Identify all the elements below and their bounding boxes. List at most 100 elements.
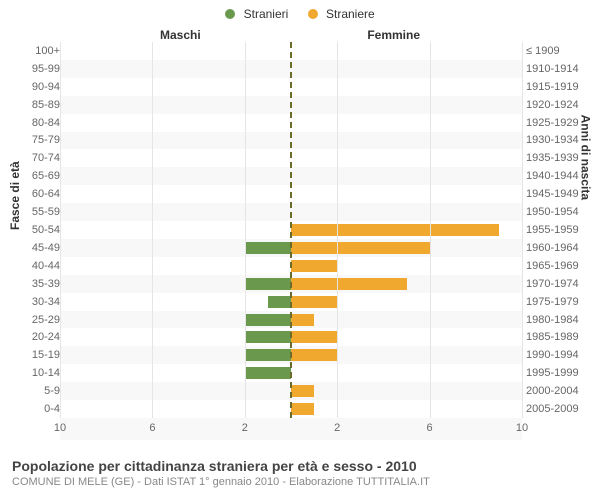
age-label: 45-49 [0,242,64,254]
population-pyramid: 100+≤ 190995-991910-191490-941915-191985… [60,42,522,440]
row-background [60,114,522,132]
row-background [60,132,522,150]
x-tick: 6 [427,422,433,434]
x-tick: 10 [516,422,528,434]
chart-row: 0-42005-2009 [60,400,522,418]
age-label: 40-44 [0,260,64,272]
chart-row: 80-841925-1929 [60,114,522,132]
bar-female [291,314,314,326]
age-label: 70-74 [0,152,64,164]
x-tick: 2 [334,422,340,434]
row-background [60,96,522,114]
bar-female [291,349,337,361]
legend-dot-female [308,9,318,19]
bar-male [245,349,291,361]
birth-year-label: 1975-1979 [522,296,596,308]
row-background [60,203,522,221]
bar-female [291,403,314,415]
bar-male [245,314,291,326]
legend-item-female: Straniere [308,6,375,21]
age-label: 100+ [0,45,64,57]
chart-row: 15-191990-1994 [60,346,522,364]
chart-row: 90-941915-1919 [60,78,522,96]
birth-year-label: 1955-1959 [522,224,596,236]
bar-male [268,296,291,308]
bar-female [291,296,337,308]
row-background [60,364,522,382]
chart-row: 10-141995-1999 [60,364,522,382]
bar-male [245,242,291,254]
chart-row: 95-991910-1914 [60,60,522,78]
age-label: 55-59 [0,206,64,218]
row-background [60,149,522,167]
chart-row: 20-241985-1989 [60,328,522,346]
age-label: 0-4 [0,403,64,415]
legend: Stranieri Straniere [0,0,600,21]
age-label: 95-99 [0,63,64,75]
row-background [60,167,522,185]
chart-rows: 100+≤ 190995-991910-191490-941915-191985… [60,42,522,418]
x-tick: 2 [242,422,248,434]
chart-row: 85-891920-1924 [60,96,522,114]
age-label: 25-29 [0,314,64,326]
chart-row: 50-541955-1959 [60,221,522,239]
row-background [60,78,522,96]
bar-female [291,242,430,254]
caption-subtitle: COMUNE DI MELE (GE) - Dati ISTAT 1° genn… [12,476,588,488]
birth-year-label: 1960-1964 [522,242,596,254]
age-label: 15-19 [0,349,64,361]
chart-row: 35-391970-1974 [60,275,522,293]
birth-year-label: 1950-1954 [522,206,596,218]
age-label: 75-79 [0,134,64,146]
chart-caption: Popolazione per cittadinanza straniera p… [12,458,588,488]
birth-year-label: 1970-1974 [522,278,596,290]
chart-row: 25-291980-1984 [60,311,522,329]
chart-row: 70-741935-1939 [60,149,522,167]
birth-year-label: 1980-1984 [522,314,596,326]
birth-year-label: 1995-1999 [522,367,596,379]
chart-plot-area: 100+≤ 190995-991910-191490-941915-191985… [60,42,522,418]
bar-female [291,260,337,272]
birth-year-label: 1920-1924 [522,99,596,111]
age-label: 85-89 [0,99,64,111]
age-label: 35-39 [0,278,64,290]
row-background [60,185,522,203]
birth-year-label: 1965-1969 [522,260,596,272]
chart-row: 60-641945-1949 [60,185,522,203]
chart-row: 40-441965-1969 [60,257,522,275]
chart-row: 75-791930-1934 [60,132,522,150]
chart-row: 45-491960-1964 [60,239,522,257]
x-axis: 10622610 [60,418,522,440]
bar-female [291,278,407,290]
birth-year-label: 1910-1914 [522,63,596,75]
birth-year-label: 1985-1989 [522,331,596,343]
birth-year-label: 1925-1929 [522,117,596,129]
x-tick: 10 [54,422,66,434]
bar-female [291,385,314,397]
chart-row: 100+≤ 1909 [60,42,522,60]
birth-year-label: 1945-1949 [522,188,596,200]
age-label: 65-69 [0,170,64,182]
x-tick: 6 [149,422,155,434]
legend-dot-male [225,9,235,19]
chart-row: 55-591950-1954 [60,203,522,221]
bar-female [291,224,499,236]
age-label: 30-34 [0,296,64,308]
birth-year-label: 1940-1944 [522,170,596,182]
header-male: Maschi [160,28,201,42]
birth-year-label: 1990-1994 [522,349,596,361]
legend-label-female: Straniere [326,7,375,21]
bar-male [245,331,291,343]
birth-year-label: ≤ 1909 [522,45,596,57]
birth-year-label: 2005-2009 [522,403,596,415]
chart-row: 65-691940-1944 [60,167,522,185]
legend-label-male: Stranieri [244,7,289,21]
age-label: 50-54 [0,224,64,236]
chart-row: 5-92000-2004 [60,382,522,400]
age-label: 10-14 [0,367,64,379]
age-label: 90-94 [0,81,64,93]
age-label: 80-84 [0,117,64,129]
age-label: 5-9 [0,385,64,397]
legend-item-male: Stranieri [225,6,288,21]
row-background [60,42,522,60]
